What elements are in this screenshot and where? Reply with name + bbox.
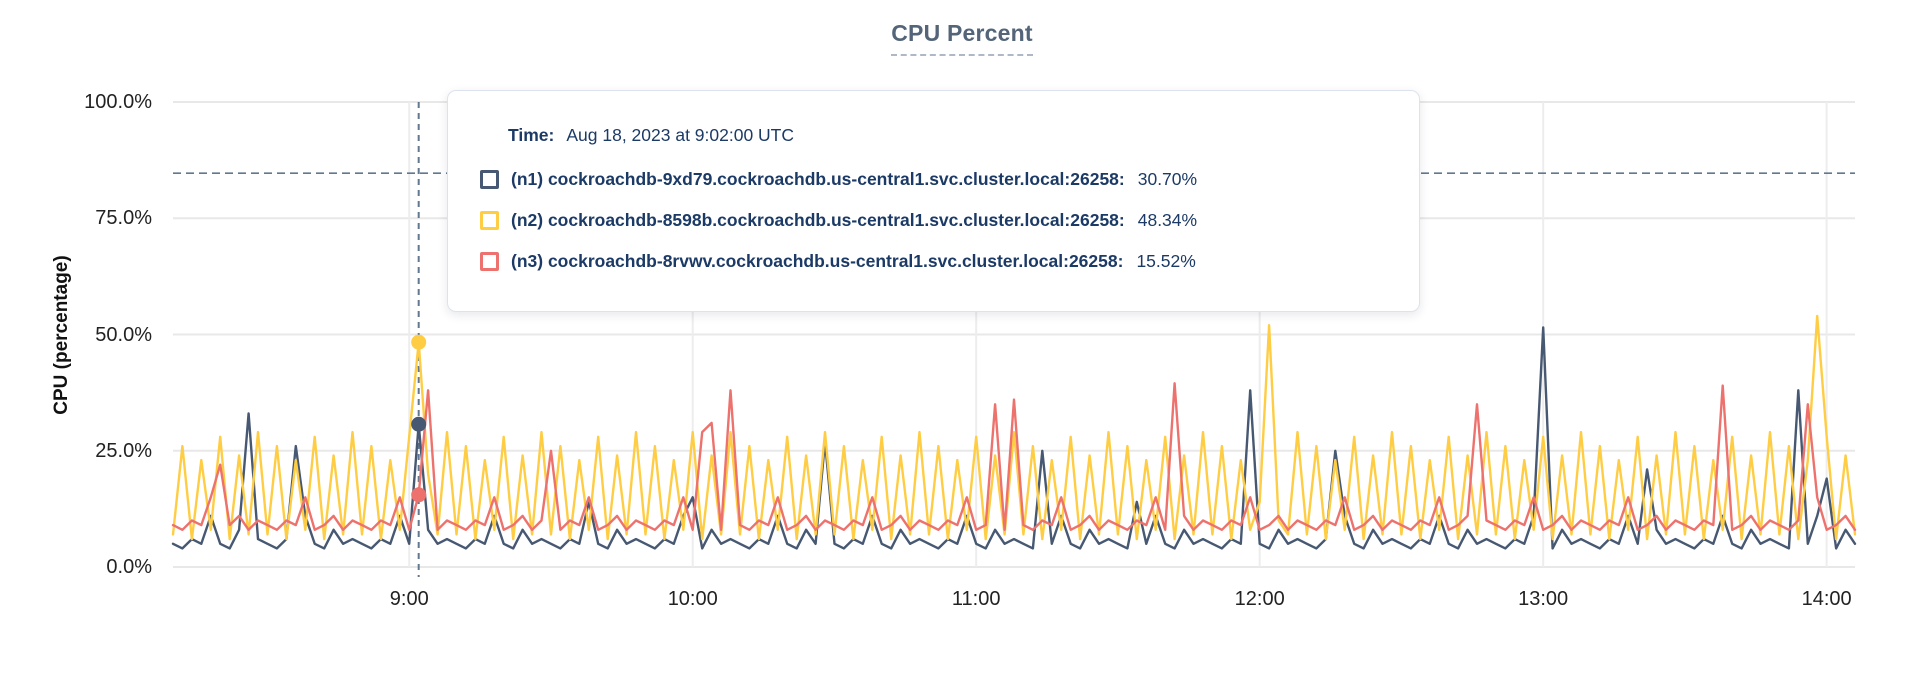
- tooltip-time-value: Aug 18, 2023 at 9:02:00 UTC: [566, 125, 795, 145]
- tooltip-row-n3: (n3) cockroachdb-8rvwv.cockroachdb.us-ce…: [480, 251, 1389, 272]
- x-tick-label: 13:00: [1518, 588, 1569, 610]
- x-tick-label: 14:00: [1801, 588, 1852, 610]
- series-swatch-n2-icon: [480, 211, 499, 230]
- cpu-line-n1: [171, 326, 1857, 550]
- tooltip-row-n2: (n2) cockroachdb-8598b.cockroachdb.us-ce…: [480, 210, 1389, 231]
- tooltip-time-label: Time:: [508, 125, 555, 145]
- hover-tooltip: Time: Aug 18, 2023 at 9:02:00 UTC (n1) co…: [447, 90, 1420, 312]
- tooltip-series-value: 48.34%: [1137, 210, 1198, 230]
- y-tick-label: 100.0%: [84, 91, 152, 113]
- chart-title[interactable]: CPU Percent: [891, 20, 1033, 56]
- tooltip-series-value: 15.52%: [1136, 251, 1196, 271]
- tooltip-series-label: (n1) cockroachdb-9xd79.cockroachdb.us-ce…: [511, 169, 1125, 189]
- y-tick-label: 75.0%: [95, 207, 152, 230]
- y-tick-label: 25.0%: [95, 439, 152, 462]
- chart-header: CPU Percent: [0, 20, 1924, 56]
- hover-dot-n1: [411, 416, 427, 432]
- cpu-line-n2: [171, 314, 1857, 541]
- x-tick-label: 11:00: [951, 588, 1001, 610]
- y-tick-label: 50.0%: [95, 323, 152, 346]
- tooltip-time-row: Time: Aug 18, 2023 at 9:02:00 UTC: [480, 125, 1389, 146]
- y-tick-label: 0.0%: [106, 556, 152, 578]
- x-tick-label: 9:00: [389, 588, 429, 610]
- cpu-line-n3: [171, 382, 1857, 531]
- hover-dot-n2: [411, 334, 427, 350]
- tooltip-row-n1: (n1) cockroachdb-9xd79.cockroachdb.us-ce…: [480, 169, 1389, 190]
- x-tick-label: 10:00: [667, 588, 718, 610]
- x-tick-label: 12:00: [1234, 588, 1285, 610]
- series-swatch-n1-icon: [480, 170, 499, 189]
- tooltip-series-label: (n2) cockroachdb-8598b.cockroachdb.us-ce…: [511, 210, 1125, 230]
- tooltip-series-value: 30.70%: [1137, 169, 1198, 189]
- tooltip-series-label: (n3) cockroachdb-8rvwv.cockroachdb.us-ce…: [511, 251, 1124, 271]
- series-swatch-n3-icon: [480, 252, 499, 271]
- hover-dot-n3: [411, 487, 427, 503]
